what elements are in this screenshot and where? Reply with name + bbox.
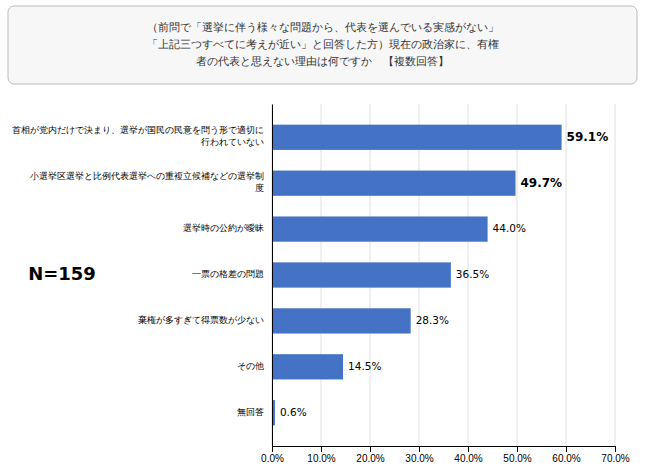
data-label: 14.5% <box>348 360 381 372</box>
x-tick: 60.0% <box>552 446 580 464</box>
tick-label: 選挙時の公約が曖昧 <box>183 223 264 233</box>
bar <box>272 308 411 333</box>
data-label: 0.6% <box>280 406 307 418</box>
annotation: N=159 <box>28 263 96 284</box>
x-tick: 20.0% <box>356 446 384 464</box>
axis-line <box>273 447 616 453</box>
x-tick: 30.0% <box>405 446 433 464</box>
bar <box>272 262 451 287</box>
title-box <box>8 6 637 84</box>
tick-label-line: 選挙時の公約が曖昧 <box>183 223 264 233</box>
bar <box>272 125 562 150</box>
grid-line <box>615 104 616 446</box>
y-tick: 小選挙区選挙と比例代表選挙への重複立候補などの選挙制度 <box>30 172 264 194</box>
tick-label: 50.0% <box>503 453 531 464</box>
y-tick: その他 <box>237 361 264 371</box>
tick-label-line: 棄権が多すぎて得票数が少ない <box>138 315 264 325</box>
tick-mark <box>321 446 322 452</box>
tick-label-line: その他 <box>237 361 264 371</box>
plot: 59.1% 49.7% 44.0% 36.5% 28.3% 14.5% 0.6% 0.0% 10… <box>12 104 630 464</box>
data-label: 59.1% <box>567 130 609 144</box>
x-axis: 0.0% 10.0% 20.0% 30.0% 40.0% 50.0% 60.0% 70.0% <box>261 446 630 464</box>
grid-line <box>566 104 567 446</box>
tick-label-line: 無回答 <box>237 407 264 417</box>
tick-label-line: 首相が党内だけで決まり、選挙が国民の民意を問う形で適切に <box>12 126 264 136</box>
tick-label: 60.0% <box>552 453 580 464</box>
y-tick: 選挙時の公約が曖昧 <box>183 223 264 233</box>
tick-mark <box>272 446 273 452</box>
bar <box>272 171 516 196</box>
x-tick: 50.0% <box>503 446 531 464</box>
grid-line <box>517 104 518 446</box>
bar <box>272 354 343 379</box>
tick-label: 20.0% <box>356 453 384 464</box>
grid-line <box>272 104 273 446</box>
y-tick: 棄権が多すぎて得票数が少ない <box>138 315 264 325</box>
data-labels: 59.1% 49.7% 44.0% 36.5% 28.3% 14.5% 0.6% <box>280 130 608 418</box>
tick-label: 小選挙区選挙と比例代表選挙への重複立候補などの選挙制度 <box>30 172 264 194</box>
axis-line <box>272 105 273 447</box>
data-label: 36.5% <box>456 268 489 280</box>
tick-mark <box>468 446 469 452</box>
title-line: 者の代表と思えない理由は何ですか 【複数回答】 <box>196 55 449 68</box>
tick-label-line: 小選挙区選挙と比例代表選挙への重複立候補などの選挙制 <box>30 172 264 182</box>
tick-label-line: 一票の格差の問題 <box>192 269 264 279</box>
x-tick: 10.0% <box>307 446 335 464</box>
x-tick: 0.0% <box>261 446 284 464</box>
tick-mark <box>517 446 518 452</box>
tick-mark <box>615 446 616 452</box>
y-tick: 一票の格差の問題 <box>192 269 264 279</box>
data-label: 44.0% <box>493 222 526 234</box>
tick-label: 一票の格差の問題 <box>192 269 264 279</box>
data-label: 49.7% <box>521 176 563 190</box>
y-axis: 首相が党内だけで決まり、選挙が国民の民意を問う形で適切に行われていない小選挙区選… <box>12 105 273 447</box>
data-label: 28.3% <box>416 314 449 326</box>
tick-label-line: 度 <box>255 184 264 194</box>
x-tick: 70.0% <box>601 446 629 464</box>
annotations: N=159 <box>28 263 96 284</box>
title: （前問で「選挙に伴う様々な問題から、代表を選んでいる実感がない」「上記三つすべて… <box>147 21 499 68</box>
y-tick: 無回答 <box>237 407 264 417</box>
tick-mark <box>370 446 371 452</box>
tick-label: 40.0% <box>454 453 482 464</box>
tick-label: 30.0% <box>405 453 433 464</box>
tick-label: 首相が党内だけで決まり、選挙が国民の民意を問う形で適切に行われていない <box>12 126 264 148</box>
title-line: 「上記三つすべてに考えが近い」と回答した方）現在の政治家に、有権 <box>147 38 499 51</box>
tick-label: その他 <box>237 361 264 371</box>
bar <box>272 216 488 241</box>
tick-label: 無回答 <box>237 407 264 417</box>
title-line: （前問で「選挙に伴う様々な問題から、代表を選んでいる実感がない」 <box>147 21 499 34</box>
tick-label: 0.0% <box>261 453 284 464</box>
title-area: （前問で「選挙に伴う様々な問題から、代表を選んでいる実感がない」「上記三つすべて… <box>8 6 637 84</box>
tick-label: 棄権が多すぎて得票数が少ない <box>138 315 264 325</box>
grid <box>272 104 615 446</box>
tick-mark <box>566 446 567 452</box>
tick-label-line: 行われていない <box>201 138 264 148</box>
y-tick: 首相が党内だけで決まり、選挙が国民の民意を問う形で適切に行われていない <box>12 126 264 148</box>
bars <box>272 125 562 426</box>
tick-mark <box>419 446 420 452</box>
tick-label: 10.0% <box>307 453 335 464</box>
chart: （前問で「選挙に伴う様々な問題から、代表を選んでいる実感がない」「上記三つすべて… <box>0 0 645 476</box>
x-tick: 40.0% <box>454 446 482 464</box>
tick-label: 70.0% <box>601 453 629 464</box>
